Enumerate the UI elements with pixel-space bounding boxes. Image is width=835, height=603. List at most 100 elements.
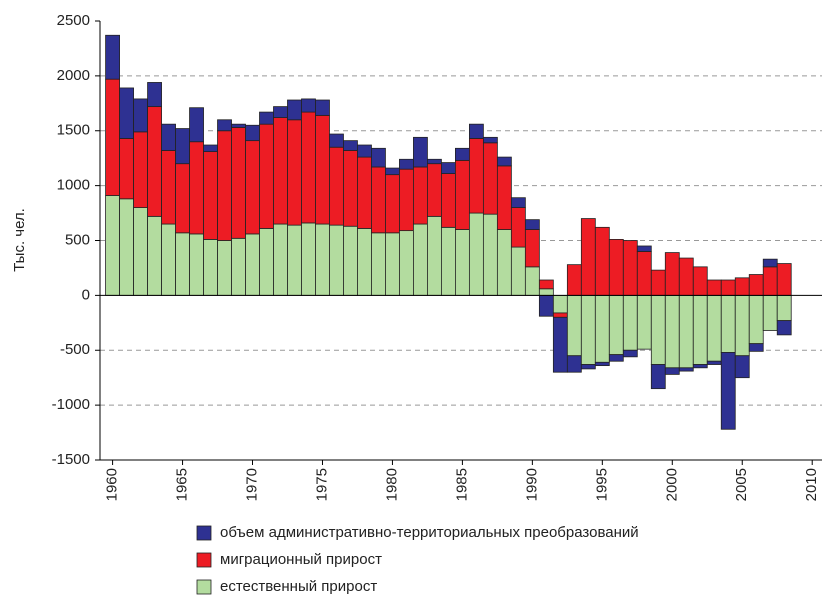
bar-segment (552, 316, 568, 373)
y-tick-label: 1500 (57, 122, 90, 139)
bar-segment (385, 232, 400, 296)
bar-segment (608, 294, 624, 356)
bar-segment (259, 111, 274, 125)
bar-segment (552, 312, 568, 318)
bar-segment (650, 269, 666, 296)
bar-segment (580, 364, 596, 370)
y-tick-label: 2500 (57, 12, 90, 29)
bar-segment (441, 162, 456, 174)
legend-swatch (196, 579, 212, 595)
bar-segment (720, 279, 736, 296)
x-tick-label: 1970 (243, 468, 260, 501)
bar-segment (161, 123, 176, 151)
bar-segment (496, 165, 512, 230)
bar-segment (301, 222, 316, 296)
x-tick-label: 1985 (453, 468, 470, 501)
bar-segment (580, 294, 596, 365)
bar-segment (301, 111, 316, 224)
bar-segment (287, 224, 302, 296)
bar-segment (608, 354, 624, 362)
bar-segment (636, 294, 652, 350)
bar-segment (287, 119, 302, 226)
bar-segment (510, 197, 526, 208)
bar-segment (762, 258, 778, 268)
bar-segment (203, 239, 218, 296)
bar-segment (482, 136, 498, 144)
bar-segment (161, 223, 176, 296)
bar-segment (748, 294, 764, 345)
bar-segment (524, 229, 540, 268)
bar-segment (594, 226, 610, 296)
x-tick-label: 2010 (803, 468, 820, 501)
bar-segment (413, 166, 428, 225)
bar-segment (273, 117, 288, 225)
bar-segment (622, 294, 638, 351)
legend-label: объем административно-территориальных пр… (220, 524, 639, 541)
bar-segment (636, 245, 652, 252)
bar-segment (734, 294, 750, 357)
bar-segment (413, 223, 428, 296)
bar-segment (133, 207, 148, 296)
bar-segment (273, 106, 288, 118)
bar-segment (231, 123, 246, 128)
bar-segment (496, 229, 512, 296)
bar-segment (622, 349, 638, 358)
bar-segment (706, 294, 722, 362)
bar-segment (566, 264, 582, 296)
bar-segment (678, 294, 694, 369)
bar-segment (692, 294, 708, 365)
bar-segment (161, 150, 176, 225)
bar-segment (664, 252, 680, 296)
bar-segment (217, 119, 232, 132)
bar-segment (105, 78, 120, 196)
y-tick-label: -500 (60, 341, 90, 358)
bar-segment (203, 151, 218, 240)
bar-segment (203, 144, 218, 153)
x-tick-label: 1975 (313, 468, 330, 501)
bar-segment (441, 173, 456, 228)
bar-segment (496, 156, 512, 167)
bar-segment (594, 361, 610, 367)
x-tick-label: 2000 (663, 468, 680, 501)
bar-segment (343, 150, 358, 227)
x-tick-label: 1980 (383, 468, 400, 501)
bar-segment (664, 367, 680, 375)
bar-segment (315, 99, 330, 116)
bar-segment (399, 168, 414, 232)
bar-segment (468, 123, 484, 139)
bar-segment (524, 219, 540, 230)
bar-segment (692, 266, 708, 296)
bar-segment (427, 215, 442, 296)
bar-segment (692, 364, 708, 369)
bar-segment (594, 294, 610, 363)
bar-segment (245, 233, 260, 296)
bar-segment (622, 240, 638, 296)
bar-segment (455, 159, 470, 230)
bar-segment (371, 232, 386, 296)
bar-segment (678, 257, 694, 296)
bar-segment (762, 266, 778, 296)
bar-segment (105, 195, 120, 296)
bar-segment (427, 158, 442, 165)
bar-segment (119, 198, 134, 296)
bar-segment (734, 355, 750, 379)
bar-segment (189, 107, 204, 143)
bar-segment (329, 146, 344, 226)
bar-segment (329, 224, 344, 296)
bar-segment (189, 141, 204, 235)
bar-segment (678, 367, 694, 372)
bar-segment (650, 364, 666, 390)
bar-segment (217, 130, 232, 241)
bar-segment (147, 215, 162, 296)
bar-segment (133, 98, 148, 133)
legend-label: миграционный прирост (220, 551, 382, 568)
bar-segment (245, 124, 260, 142)
bar-segment (664, 294, 680, 369)
bar-segment (245, 140, 260, 235)
bar-segment (552, 294, 568, 314)
bar-segment (385, 167, 400, 176)
y-axis-label: Тыс. чел. (11, 208, 28, 272)
bar-segment (119, 87, 134, 139)
bar-segment (427, 163, 442, 217)
